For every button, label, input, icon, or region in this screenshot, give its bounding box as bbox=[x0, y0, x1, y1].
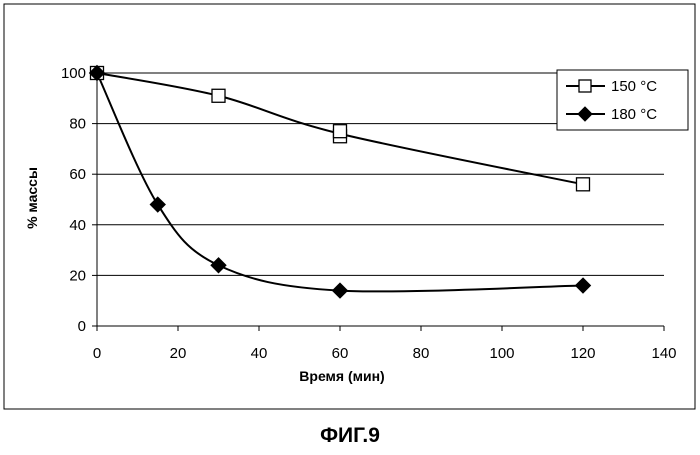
x-tick-label-80: 80 bbox=[413, 345, 430, 362]
x-tick-labels: 0 20 40 60 80 100 120 140 bbox=[93, 345, 677, 362]
series-1-point-4 bbox=[332, 124, 348, 139]
series-2-point-3 bbox=[210, 257, 227, 274]
y-axis-title: % массы bbox=[24, 167, 40, 229]
series-2-point-5 bbox=[574, 277, 592, 294]
y-tick-label-20: 20 bbox=[69, 267, 86, 284]
y-tick-label-40: 40 bbox=[69, 217, 86, 234]
x-tick-label-140: 140 bbox=[651, 345, 676, 362]
x-tick-label-100: 100 bbox=[489, 345, 514, 362]
y-tick-label-100: 100 bbox=[61, 65, 86, 82]
series-2-point-1 bbox=[88, 64, 106, 82]
series-2-point-2 bbox=[149, 196, 166, 213]
series-2-point-4 bbox=[331, 282, 349, 299]
series-line-2 bbox=[96, 72, 584, 293]
x-tick-label-0: 0 bbox=[93, 345, 101, 362]
y-tick-labels: 0 20 40 60 80 100 bbox=[61, 65, 86, 335]
x-tick-label-20: 20 bbox=[170, 345, 187, 362]
series-line-1 bbox=[96, 72, 584, 186]
legend-label-1: 150 °C bbox=[611, 78, 657, 95]
y-tick-label-60: 60 bbox=[69, 166, 86, 183]
y-tick-label-80: 80 bbox=[69, 116, 86, 133]
series-markers bbox=[88, 64, 592, 299]
series-1-point-2 bbox=[211, 88, 226, 103]
legend-marker-2 bbox=[577, 106, 593, 122]
y-tick-label-0: 0 bbox=[78, 318, 86, 335]
figure-caption: ФИГ.9 bbox=[320, 424, 380, 447]
legend-marker-1 bbox=[578, 79, 592, 93]
axes bbox=[92, 72, 665, 331]
chart: 0 20 40 60 80 100 120 140 0 20 40 60 80 100 Время (м… bbox=[3, 3, 696, 410]
legend: 150 °C 180 °C bbox=[556, 69, 689, 131]
x-tick-label-60: 60 bbox=[332, 345, 349, 362]
x-tick-label-40: 40 bbox=[251, 345, 268, 362]
series-lines bbox=[96, 72, 584, 293]
x-tick-label-120: 120 bbox=[570, 345, 595, 362]
x-axis-title: Время (мин) bbox=[299, 368, 384, 384]
legend-label-2: 180 °C bbox=[611, 106, 657, 123]
series-1-point-5 bbox=[575, 177, 591, 192]
